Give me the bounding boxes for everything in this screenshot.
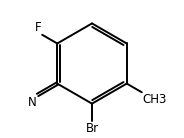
Text: CH3: CH3 xyxy=(142,93,167,106)
Text: Br: Br xyxy=(85,122,99,135)
Text: N: N xyxy=(28,96,37,109)
Text: F: F xyxy=(35,21,42,34)
